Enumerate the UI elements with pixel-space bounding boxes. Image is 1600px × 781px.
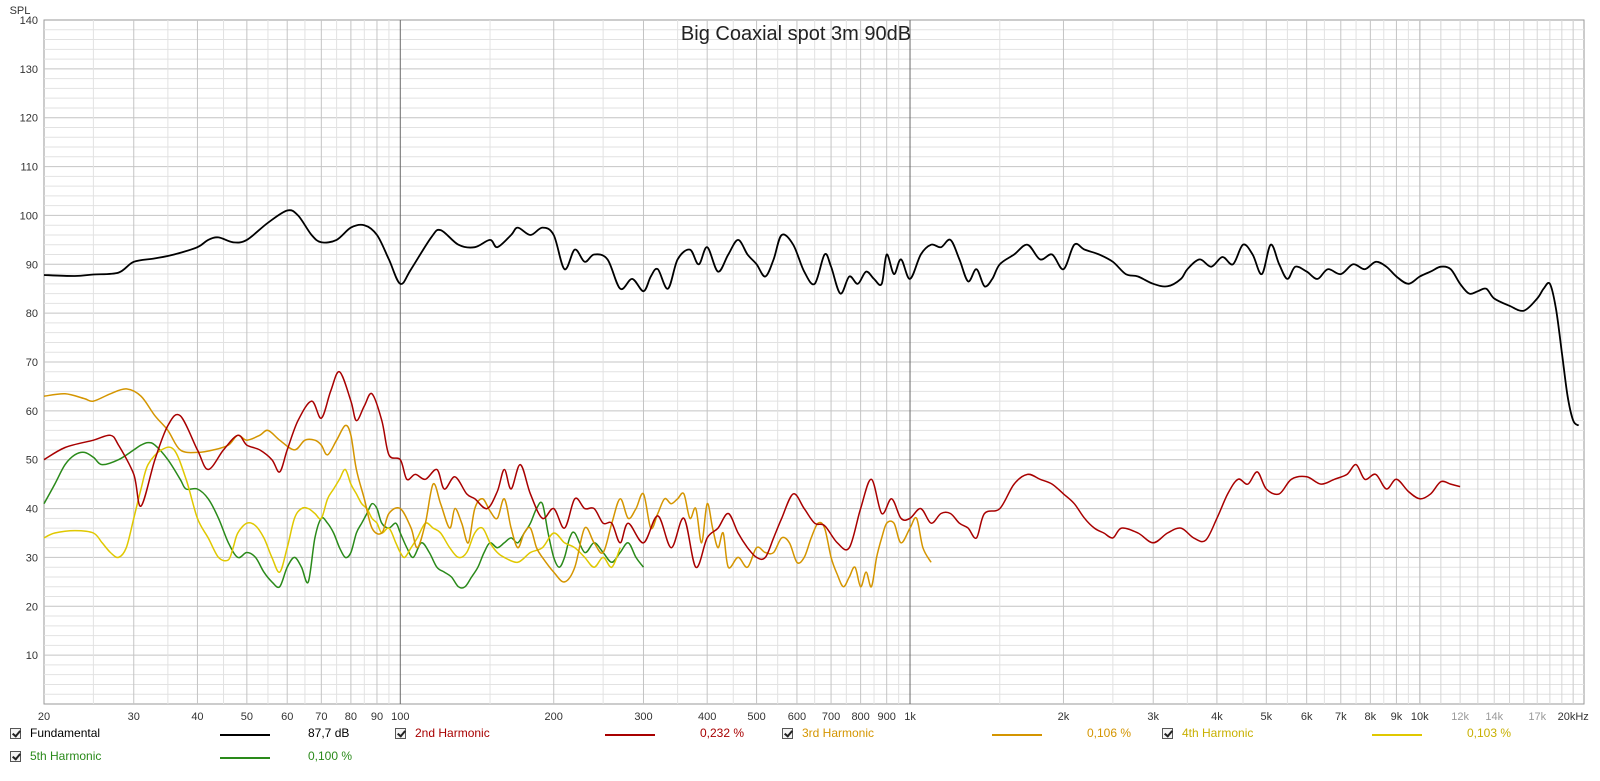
x-tick-label: 9k	[1391, 711, 1403, 723]
x-tick-label: 500	[747, 711, 765, 723]
2nd-harmonic-checkbox[interactable]	[395, 728, 406, 739]
fundamental-curve	[43, 209, 1580, 427]
5th-harmonic-label: 5th Harmonic	[30, 749, 102, 763]
x-tick-labels: 20 30 40 50 60 70 80 90 100 200 300 400 500 600 700 800…	[38, 711, 1589, 723]
3rd-harmonic-line-swatch	[992, 734, 1042, 736]
2nd-harmonic-line-swatch	[605, 734, 655, 736]
y-tick-label: 60	[26, 406, 38, 418]
5th-harmonic-line-swatch	[220, 757, 270, 759]
grid-lines	[44, 20, 1584, 704]
4th-harmonic-curve	[43, 446, 621, 573]
y-tick-label: 30	[26, 552, 38, 564]
x-tick-label: 10k	[1411, 711, 1429, 723]
x-tick-label: 5k	[1260, 711, 1272, 723]
x-tick-label: 6k	[1301, 711, 1313, 723]
frequency-response-chart: 10 20 30 40 50 60 70 80 90 100 110 120 130 140 20 30 40…	[9, 5, 1589, 723]
x-tick-label: 20	[38, 711, 50, 723]
x-tick-label: 600	[788, 711, 806, 723]
x-tick-label: 12k	[1451, 711, 1469, 723]
5th-harmonic-checkbox[interactable]	[10, 751, 21, 762]
x-tick-label: 900	[878, 711, 896, 723]
y-tick-label: 140	[20, 15, 38, 27]
x-tick-label: 2k	[1058, 711, 1070, 723]
x-tick-label: 4k	[1211, 711, 1223, 723]
2nd-harmonic-curve	[43, 371, 1461, 568]
y-tick-label: 10	[26, 650, 38, 662]
y-axis-label: SPL	[10, 5, 31, 17]
fundamental-line-swatch	[220, 734, 270, 736]
5th-harmonic-value: 0,100 %	[308, 749, 353, 763]
3rd-harmonic-checkbox[interactable]	[782, 728, 793, 739]
y-tick-label: 70	[26, 357, 38, 369]
x-tick-label: 40	[191, 711, 203, 723]
y-tick-label: 130	[20, 64, 38, 76]
y-tick-label: 110	[20, 162, 38, 174]
2nd-harmonic-label: 2nd Harmonic	[415, 726, 490, 740]
x-tick-label: 7k	[1335, 711, 1347, 723]
x-tick-label: 90	[371, 711, 383, 723]
5th-harmonic-curve	[43, 441, 645, 589]
x-tick-label: 60	[281, 711, 293, 723]
y-tick-label: 120	[20, 113, 38, 125]
y-tick-label: 20	[26, 601, 38, 613]
y-tick-label: 80	[26, 308, 38, 320]
y-tick-labels: 10 20 30 40 50 60 70 80 90 100 110 120 130 140	[20, 15, 38, 662]
x-tick-label: 30	[128, 711, 140, 723]
3rd-harmonic-curve	[43, 388, 932, 588]
4th-harmonic-value: 0,103 %	[1467, 726, 1512, 740]
x-tick-label: 800	[851, 711, 869, 723]
x-tick-label: 50	[241, 711, 253, 723]
fundamental-label: Fundamental	[30, 726, 101, 740]
x-tick-label: 3k	[1147, 711, 1159, 723]
2nd-harmonic-value: 0,232 %	[700, 726, 745, 740]
legend-row-1: Fundamental 87,7 dB 2nd Harmonic 0,232 %…	[0, 724, 1600, 746]
fundamental-checkbox[interactable]	[10, 728, 21, 739]
x-tick-label: 400	[698, 711, 716, 723]
4th-harmonic-line-swatch	[1372, 734, 1422, 736]
y-tick-label: 40	[26, 504, 38, 516]
4th-harmonic-checkbox[interactable]	[1162, 728, 1173, 739]
x-tick-label: 700	[822, 711, 840, 723]
x-tick-label: 100	[391, 711, 409, 723]
series-lines	[43, 209, 1580, 589]
y-tick-label: 100	[20, 210, 38, 222]
x-tick-label: 8k	[1365, 711, 1377, 723]
y-tick-label: 50	[26, 455, 38, 467]
x-tick-label: 200	[545, 711, 563, 723]
4th-harmonic-label: 4th Harmonic	[1182, 726, 1254, 740]
x-tick-label: 70	[315, 711, 327, 723]
x-tick-label: 20kHz	[1558, 711, 1589, 723]
x-tick-label: 17k	[1528, 711, 1546, 723]
3rd-harmonic-label: 3rd Harmonic	[802, 726, 875, 740]
x-tick-label: 1k	[904, 711, 916, 723]
y-tick-label: 90	[26, 259, 38, 271]
legend: Fundamental 87,7 dB 2nd Harmonic 0,232 %…	[0, 724, 1600, 781]
x-tick-label: 80	[345, 711, 357, 723]
x-tick-label: 14k	[1485, 711, 1503, 723]
legend-row-2: 5th Harmonic 0,100 %	[0, 747, 1600, 769]
fundamental-value: 87,7 dB	[308, 726, 350, 740]
x-tick-label: 300	[634, 711, 652, 723]
chart-title: Big Coaxial spot 3m 90dB	[681, 23, 911, 45]
3rd-harmonic-value: 0,106 %	[1087, 726, 1132, 740]
